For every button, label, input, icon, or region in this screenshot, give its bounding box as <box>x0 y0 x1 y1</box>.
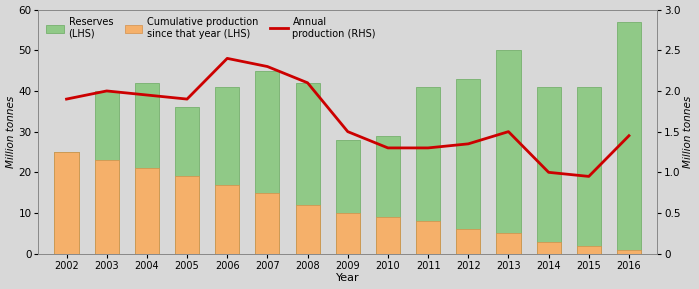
Bar <box>416 221 440 254</box>
Bar <box>496 50 521 254</box>
Bar <box>456 229 480 254</box>
Bar <box>577 87 601 254</box>
Bar <box>336 213 360 254</box>
Bar <box>496 234 521 254</box>
Bar <box>537 87 561 254</box>
Y-axis label: Million tonnes: Million tonnes <box>684 95 693 168</box>
X-axis label: Year: Year <box>336 273 359 284</box>
Bar <box>215 185 239 254</box>
Bar <box>296 83 319 254</box>
Bar <box>376 217 400 254</box>
Bar <box>416 87 440 254</box>
Bar <box>135 83 159 254</box>
Bar <box>376 136 400 254</box>
Bar <box>94 91 119 254</box>
Bar <box>215 87 239 254</box>
Bar <box>135 168 159 254</box>
Bar <box>617 22 641 254</box>
Bar <box>577 246 601 254</box>
Bar <box>255 193 280 254</box>
Bar <box>55 152 78 254</box>
Bar <box>94 160 119 254</box>
Bar <box>537 242 561 254</box>
Bar <box>55 152 78 254</box>
Y-axis label: Million tonnes: Million tonnes <box>6 95 15 168</box>
Bar <box>296 205 319 254</box>
Bar <box>255 71 280 254</box>
Bar <box>336 140 360 254</box>
Bar <box>617 250 641 254</box>
Bar <box>175 176 199 254</box>
Bar <box>456 79 480 254</box>
Legend: Reserves
(LHS), Cumulative production
since that year (LHS), Annual
production (: Reserves (LHS), Cumulative production si… <box>43 14 379 42</box>
Bar <box>175 107 199 254</box>
